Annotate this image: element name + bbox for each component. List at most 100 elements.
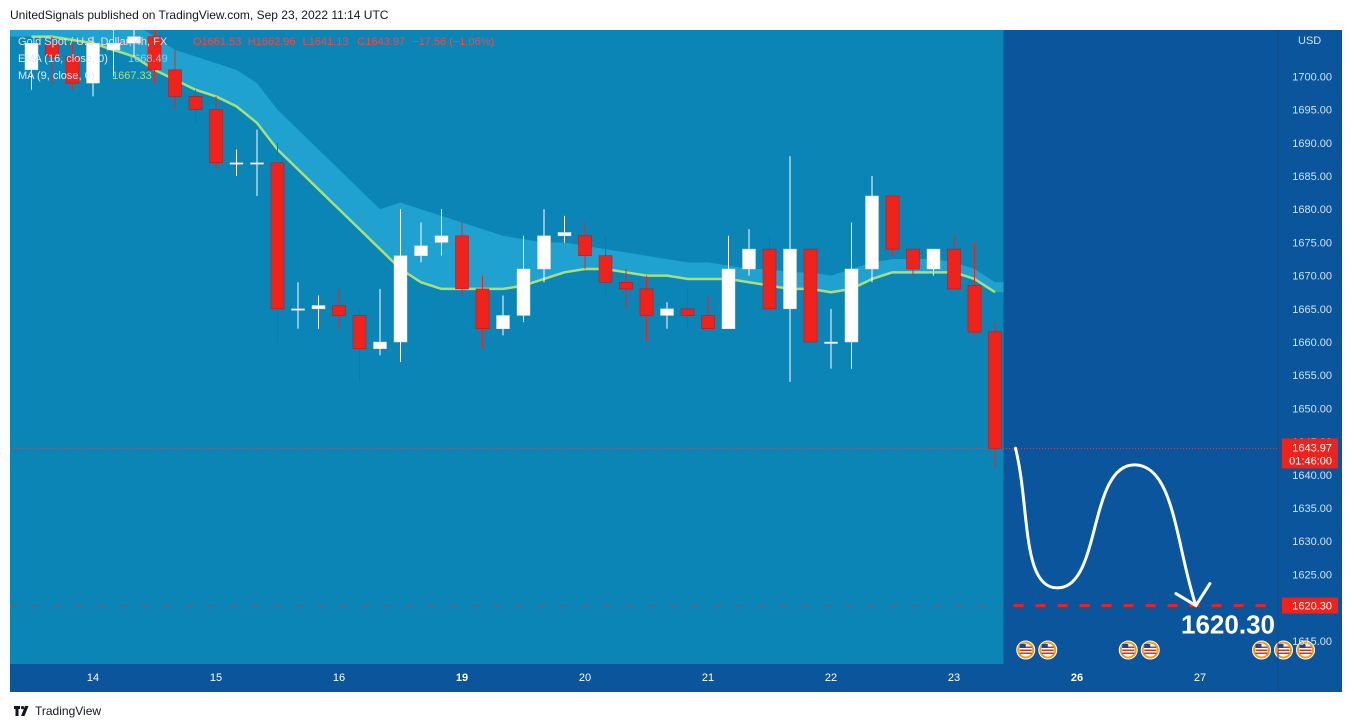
price-tick-label: 1680.00 — [1292, 204, 1332, 216]
candle[interactable] — [291, 282, 305, 329]
candle[interactable] — [721, 235, 736, 329]
candle-body — [147, 36, 162, 71]
candle[interactable] — [373, 288, 387, 356]
candle[interactable] — [967, 242, 982, 336]
candlestick-chart[interactable]: 1620.30 1615.001620.001625.001630.001635… — [10, 0, 1342, 692]
candle[interactable] — [127, 30, 141, 57]
flag-canton — [1277, 644, 1284, 648]
candle[interactable] — [701, 295, 715, 329]
candle-body — [926, 248, 941, 270]
candle-body — [229, 162, 244, 165]
flag-canton — [1299, 644, 1306, 648]
candle[interactable] — [45, 36, 59, 84]
candle-body — [557, 232, 572, 237]
candle[interactable] — [106, 30, 121, 77]
flag-stripe — [1122, 649, 1135, 651]
candle-body — [188, 96, 203, 110]
price-tick-label: 1650.00 — [1292, 403, 1332, 415]
price-tick-label: 1655.00 — [1292, 370, 1332, 382]
candle[interactable] — [24, 43, 39, 90]
candle-body — [250, 162, 264, 165]
candle[interactable] — [352, 308, 367, 382]
candle[interactable] — [578, 222, 592, 269]
candle[interactable] — [844, 222, 859, 369]
footer-brand: TradingView — [35, 704, 102, 718]
projection-path[interactable] — [1014, 446, 1198, 608]
candle[interactable] — [926, 248, 941, 276]
candle[interactable] — [557, 215, 572, 243]
legend-ema-label[interactable]: EMA (16, close, 0) — [18, 53, 108, 65]
tradingview-footer[interactable]: TradingView — [14, 702, 101, 720]
candle[interactable] — [86, 36, 100, 97]
bar-countdown: 01:46:00 — [1289, 455, 1332, 467]
candle[interactable] — [414, 222, 428, 263]
time-tick-label: 20 — [579, 672, 591, 684]
legend-ema-value: 1668.49 — [128, 53, 168, 65]
candle[interactable] — [803, 248, 818, 343]
us-event-flag-icon[interactable] — [1140, 640, 1160, 660]
chart-frame[interactable]: 1620.30 1615.001620.001625.001630.001635… — [10, 0, 1342, 692]
us-event-flag-icon[interactable] — [1274, 640, 1293, 660]
candle[interactable] — [947, 235, 961, 290]
candle[interactable] — [680, 288, 695, 329]
us-event-flag-icon[interactable] — [1016, 640, 1036, 660]
candle[interactable] — [619, 268, 633, 309]
candle[interactable] — [496, 295, 510, 336]
candle-body — [414, 245, 428, 256]
candle[interactable] — [598, 235, 613, 296]
candle[interactable] — [824, 308, 838, 369]
candle-body — [86, 43, 100, 84]
candle[interactable] — [209, 96, 223, 170]
candle[interactable] — [537, 209, 551, 283]
candle[interactable] — [65, 43, 80, 90]
candle[interactable] — [332, 288, 346, 329]
flag-stripe — [1255, 649, 1268, 651]
candle[interactable] — [229, 149, 244, 177]
candle-body — [537, 235, 551, 270]
us-event-flag-icon[interactable] — [1118, 640, 1138, 660]
us-event-flag-icon[interactable] — [1296, 640, 1315, 660]
price-tick-label: 1685.00 — [1292, 171, 1332, 183]
candle[interactable] — [188, 89, 203, 123]
candle[interactable] — [906, 248, 920, 276]
legend-symbol[interactable]: Gold Spot / U.S. Dollar, 4h, FX — [18, 36, 168, 48]
candle[interactable] — [475, 275, 490, 349]
candle-body — [352, 315, 367, 349]
candle[interactable] — [516, 235, 531, 323]
candle[interactable] — [250, 129, 264, 196]
price-tick-label: 1635.00 — [1292, 503, 1332, 515]
candle[interactable] — [762, 235, 777, 310]
candle[interactable] — [885, 195, 900, 256]
candle[interactable] — [147, 30, 162, 84]
target-price-badge[interactable]: 1620.30 — [1282, 597, 1338, 614]
candle-body — [762, 248, 777, 310]
candle[interactable] — [988, 322, 1002, 468]
price-tick-label: 1660.00 — [1292, 337, 1332, 349]
candle-body — [660, 308, 674, 316]
candle-body — [598, 255, 613, 283]
candle[interactable] — [168, 49, 182, 110]
price-tick-label: 1640.00 — [1292, 470, 1332, 482]
candle[interactable] — [865, 176, 879, 283]
us-event-flag-icon[interactable] — [1038, 640, 1058, 660]
candle[interactable] — [393, 209, 408, 362]
target-price-badge-bg — [1282, 597, 1338, 614]
candle[interactable] — [639, 275, 654, 343]
flag-canton — [1255, 644, 1262, 648]
candle[interactable] — [270, 142, 285, 343]
candle[interactable] — [742, 229, 756, 276]
candle[interactable] — [455, 222, 469, 296]
flag-stripe — [1019, 649, 1032, 651]
candle-body — [496, 315, 510, 329]
candle-body — [516, 268, 531, 316]
us-event-flag-icon[interactable] — [1252, 640, 1271, 660]
candle[interactable] — [311, 295, 326, 329]
candle[interactable] — [783, 156, 797, 382]
candle[interactable] — [660, 302, 674, 329]
flag-stripe — [1299, 649, 1312, 651]
candle[interactable] — [434, 209, 449, 256]
flag-canton — [1122, 644, 1129, 648]
price-tick-label: 1630.00 — [1292, 536, 1332, 548]
legend-ma-label[interactable]: MA (9, close, 0) — [18, 70, 94, 82]
